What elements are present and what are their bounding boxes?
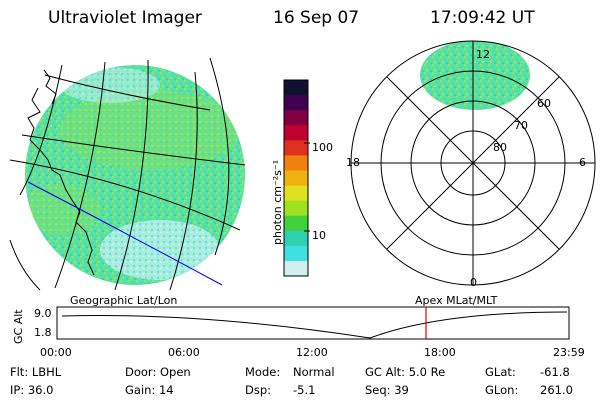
time-tick-0000: 00:00 — [40, 346, 72, 359]
polar-lat-70: 70 — [514, 119, 528, 132]
colorbar — [283, 79, 310, 277]
colorbar-segment — [284, 110, 308, 126]
colorbar-unit-label: photon cm⁻²s⁻¹ — [271, 159, 284, 245]
alt-tick-9: 9.0 — [34, 307, 52, 320]
mode-label: Mode: — [245, 365, 281, 379]
gain-status: Gain: 14 — [125, 383, 174, 397]
time-tick-1800: 18:00 — [424, 346, 456, 359]
gc-alt-status: GC Alt: 5.0 Re — [365, 365, 446, 379]
polar-lat-80: 80 — [493, 141, 507, 154]
glat-value: -61.8 — [540, 365, 570, 379]
colorbar-tick-100: 100 — [312, 141, 333, 154]
colorbar-segment — [284, 170, 308, 187]
colorbar-segment — [284, 230, 308, 247]
colorbar-segment — [284, 260, 308, 277]
polar-lat-60: 60 — [537, 97, 551, 110]
polar-hour-18: 18 — [346, 156, 360, 169]
time-tick-0600: 06:00 — [168, 346, 200, 359]
ip-status: IP: 36.0 — [10, 383, 54, 397]
colorbar-segment — [284, 80, 308, 96]
time-tick-2359: 23:59 — [553, 346, 585, 359]
colorbar-segment — [284, 125, 308, 141]
polar-hour-6: 6 — [579, 156, 586, 169]
date-label: 16 Sep 07 — [273, 8, 360, 28]
colorbar-segment — [284, 140, 308, 156]
colorbar-frame — [283, 79, 309, 277]
filter-status: Flt: LBHL — [10, 365, 62, 379]
alt-tick-1-8: 1.8 — [34, 326, 52, 339]
colorbar-tick-10: 10 — [312, 229, 326, 242]
glon-value: 261.0 — [540, 383, 573, 397]
geographic-label: Geographic Lat/Lon — [70, 294, 178, 307]
polar-hour-0: 0 — [470, 276, 477, 289]
glat-label: GLat: — [485, 365, 516, 379]
mode-value: Normal — [293, 365, 335, 379]
instrument-title: Ultraviolet Imager — [48, 8, 202, 28]
colorbar-segment — [284, 215, 308, 232]
glon-label: GLon: — [485, 383, 519, 397]
dsp-label: Dsp: — [245, 383, 272, 397]
apex-label: Apex MLat/MLT — [415, 294, 498, 307]
colorbar-segment — [284, 245, 308, 262]
time-tick-1200: 12:00 — [296, 346, 328, 359]
polar-hour-12: 12 — [476, 48, 490, 61]
seq-status: Seq: 39 — [365, 383, 409, 397]
colorbar-segment — [284, 155, 308, 171]
gc-alt-axis-label: GC Alt — [12, 309, 25, 344]
dsp-value: -5.1 — [293, 383, 316, 397]
colorbar-segment — [284, 200, 308, 217]
colorbar-segment — [284, 95, 308, 111]
time-label: 17:09:42 UT — [430, 8, 535, 28]
door-status: Door: Open — [125, 365, 191, 379]
colorbar-segment — [284, 185, 308, 202]
